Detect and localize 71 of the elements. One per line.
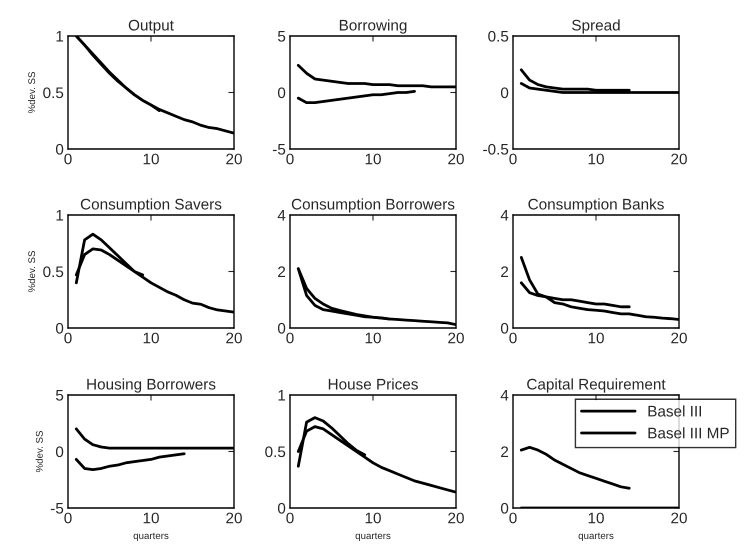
chart-title: Spread	[572, 19, 620, 34]
x-tick-label: 10	[144, 154, 159, 164]
y-tick-label: -5	[272, 144, 286, 155]
y-tick-label: 1	[56, 31, 64, 42]
x-tick-label: 20	[226, 332, 242, 344]
y-tick-label: 0	[500, 322, 508, 334]
y-tick-label: 0	[278, 322, 286, 334]
chart-title: Borrowing	[340, 19, 406, 34]
x-axis-title: quarters	[578, 532, 614, 542]
y-tick-label: 2	[501, 446, 508, 458]
y-tick-label: 5	[278, 31, 286, 42]
x-tick-label: 10	[588, 332, 604, 344]
y-tick-label: -0.5	[483, 144, 508, 155]
x-tick-label: 0	[286, 512, 294, 524]
y-tick-label: 4	[500, 390, 508, 401]
chart-title: Consumption Banks	[528, 198, 664, 213]
y-tick-label: -5	[50, 503, 64, 514]
y-tick-label: 0	[56, 446, 64, 458]
x-axis-title: quarters	[134, 532, 168, 542]
x-tick-label: 20	[448, 332, 464, 344]
chart-title: Capital Requirement	[527, 378, 666, 393]
x-tick-label: 10	[366, 512, 381, 524]
y-tick-label: 0.5	[265, 446, 286, 458]
x-tick-label: 0	[509, 512, 517, 524]
x-tick-label: 0	[64, 154, 72, 164]
x-tick-label: 20	[671, 512, 687, 524]
y-tick-label: 0.5	[43, 87, 64, 98]
x-tick-label: 20	[226, 154, 242, 164]
y-axis-title: %dev. SS	[36, 430, 43, 472]
x-tick-label: 10	[588, 512, 604, 524]
x-tick-label: 10	[144, 512, 159, 524]
y-tick-label: 4	[278, 210, 286, 221]
y-tick-label: 0	[500, 87, 508, 98]
x-tick-label: 0	[509, 154, 517, 164]
x-tick-label: 20	[671, 154, 687, 164]
y-tick-label: 4	[500, 210, 508, 221]
chart-title: Housing Borrowers	[87, 378, 216, 393]
x-tick-label: 20	[448, 512, 464, 524]
y-tick-label: 1	[56, 210, 64, 221]
x-tick-label: 0	[286, 332, 294, 344]
x-tick-label: 0	[509, 332, 517, 344]
chart-title: House Prices	[328, 378, 418, 390]
x-tick-label: 20	[448, 154, 464, 164]
y-tick-label: 0	[56, 322, 64, 334]
x-tick-label: 20	[226, 512, 242, 524]
x-axis-title: quarters	[356, 532, 390, 542]
y-tick-label: 2	[501, 266, 508, 278]
y-tick-label: 1	[278, 390, 286, 401]
legend-label: Basel III	[648, 405, 702, 417]
x-tick-label: 0	[64, 332, 72, 344]
x-tick-label: 20	[671, 332, 687, 344]
y-axis-title: %dev. SS	[28, 72, 36, 114]
y-tick-label: 5	[56, 390, 64, 401]
y-tick-label: 0.5	[488, 30, 508, 42]
y-tick-label: 2	[278, 266, 286, 278]
x-tick-label: 10	[144, 332, 159, 344]
x-tick-label: 0	[64, 512, 72, 524]
chart-title: Consumption Borrowers	[292, 198, 454, 213]
chart-title: Consumption Savers	[80, 198, 222, 213]
y-tick-label: 0	[278, 87, 286, 98]
legend-label: Basel III MP	[648, 427, 729, 438]
y-axis-title: %dev. SS	[28, 250, 36, 292]
x-tick-label: 10	[366, 154, 381, 164]
x-tick-label: 10	[366, 332, 381, 344]
x-tick-label: 10	[588, 154, 604, 164]
y-tick-label: 0	[500, 502, 508, 514]
y-tick-label: 0.5	[43, 266, 64, 278]
y-tick-label: 0	[56, 144, 64, 155]
y-tick-label: 0	[278, 502, 286, 514]
chart-title: Output	[128, 20, 174, 34]
x-tick-label: 0	[286, 154, 294, 164]
